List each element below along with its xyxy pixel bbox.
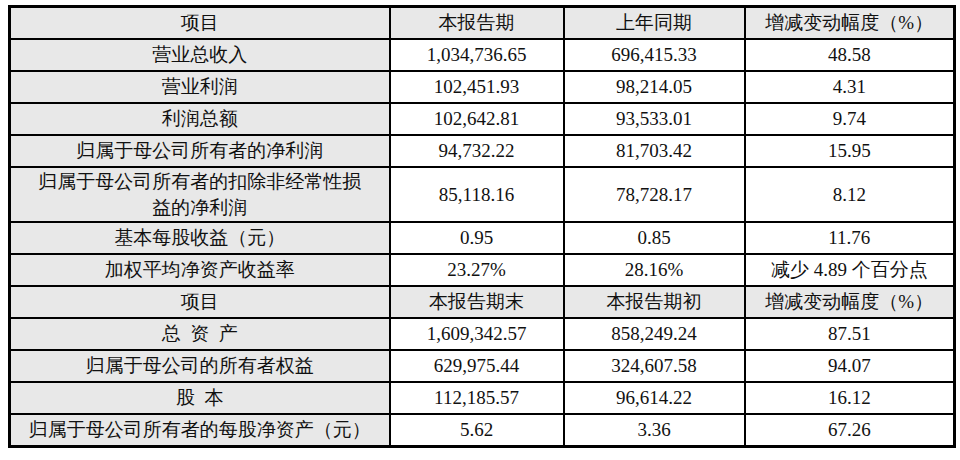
column-header: 项目: [10, 7, 390, 40]
row-value: 112,185.57: [390, 382, 564, 414]
row-value: 67.26: [745, 414, 955, 447]
row-value: 16.12: [745, 382, 955, 414]
row-label: 利润总额: [10, 103, 390, 135]
column-header: 本报告期末: [390, 286, 564, 318]
column-header: 本报告期初: [564, 286, 745, 318]
column-header: 增减变动幅度（%）: [745, 7, 955, 40]
row-label: 归属于母公司所有者的扣除非经常性损 益的净利润: [10, 167, 390, 222]
row-value: 1,034,736.65: [390, 39, 564, 71]
row-label: 营业总收入: [10, 39, 390, 71]
table-row: 总 资 产1,609,342.57858,249.2487.51: [10, 318, 955, 350]
row-value: 98,214.05: [564, 71, 745, 103]
column-header: 本报告期: [390, 7, 564, 40]
row-value: 23.27%: [390, 254, 564, 286]
row-value: 94.07: [745, 350, 955, 382]
row-value: 85,118.16: [390, 167, 564, 222]
row-value: 94,732.22: [390, 135, 564, 167]
row-value: 0.95: [390, 222, 564, 254]
financial-summary-table: 项目本报告期上年同期增减变动幅度（%）营业总收入1,034,736.65696,…: [8, 5, 956, 448]
financial-table-body: 项目本报告期上年同期增减变动幅度（%）营业总收入1,034,736.65696,…: [10, 7, 955, 447]
row-value: 9.74: [745, 103, 955, 135]
table-row: 归属于母公司所有者的净利润94,732.2281,703.4215.95: [10, 135, 955, 167]
row-value: 96,614.22: [564, 382, 745, 414]
table-row: 营业利润102,451.9398,214.054.31: [10, 71, 955, 103]
row-value: 4.31: [745, 71, 955, 103]
row-value: 减少 4.89 个百分点: [745, 254, 955, 286]
table-row: 利润总额102,642.8193,533.019.74: [10, 103, 955, 135]
table-row: 加权平均净资产收益率23.27%28.16%减少 4.89 个百分点: [10, 254, 955, 286]
table-row: 基本每股收益（元）0.950.8511.76: [10, 222, 955, 254]
row-value: 11.76: [745, 222, 955, 254]
row-value: 48.58: [745, 39, 955, 71]
row-value: 5.62: [390, 414, 564, 447]
column-header: 项目: [10, 286, 390, 318]
row-value: 629,975.44: [390, 350, 564, 382]
table-row: 归属于母公司的所有者权益629,975.44324,607.5894.07: [10, 350, 955, 382]
column-header: 上年同期: [564, 7, 745, 40]
row-value: 0.85: [564, 222, 745, 254]
row-label: 总 资 产: [10, 318, 390, 350]
financial-report-page: 项目本报告期上年同期增减变动幅度（%）营业总收入1,034,736.65696,…: [0, 0, 960, 460]
header-row: 项目本报告期末本报告期初增减变动幅度（%）: [10, 286, 955, 318]
table-row: 营业总收入1,034,736.65696,415.3348.58: [10, 39, 955, 71]
table-row: 归属于母公司所有者的扣除非经常性损 益的净利润85,118.1678,728.1…: [10, 167, 955, 222]
row-label: 营业利润: [10, 71, 390, 103]
row-value: 78,728.17: [564, 167, 745, 222]
row-value: 858,249.24: [564, 318, 745, 350]
row-label: 归属于母公司的所有者权益: [10, 350, 390, 382]
row-value: 87.51: [745, 318, 955, 350]
row-label: 基本每股收益（元）: [10, 222, 390, 254]
row-value: 8.12: [745, 167, 955, 222]
row-value: 81,703.42: [564, 135, 745, 167]
row-value: 102,642.81: [390, 103, 564, 135]
row-value: 1,609,342.57: [390, 318, 564, 350]
row-label: 归属于母公司所有者的每股净资产（元）: [10, 414, 390, 447]
row-label: 归属于母公司所有者的净利润: [10, 135, 390, 167]
table-row: 归属于母公司所有者的每股净资产（元）5.623.3667.26: [10, 414, 955, 447]
table-row: 股 本112,185.5796,614.2216.12: [10, 382, 955, 414]
row-value: 102,451.93: [390, 71, 564, 103]
header-row: 项目本报告期上年同期增减变动幅度（%）: [10, 7, 955, 40]
row-value: 696,415.33: [564, 39, 745, 71]
row-value: 28.16%: [564, 254, 745, 286]
row-value: 15.95: [745, 135, 955, 167]
row-value: 3.36: [564, 414, 745, 447]
row-label: 加权平均净资产收益率: [10, 254, 390, 286]
column-header: 增减变动幅度（%）: [745, 286, 955, 318]
row-label: 股 本: [10, 382, 390, 414]
row-value: 93,533.01: [564, 103, 745, 135]
row-value: 324,607.58: [564, 350, 745, 382]
